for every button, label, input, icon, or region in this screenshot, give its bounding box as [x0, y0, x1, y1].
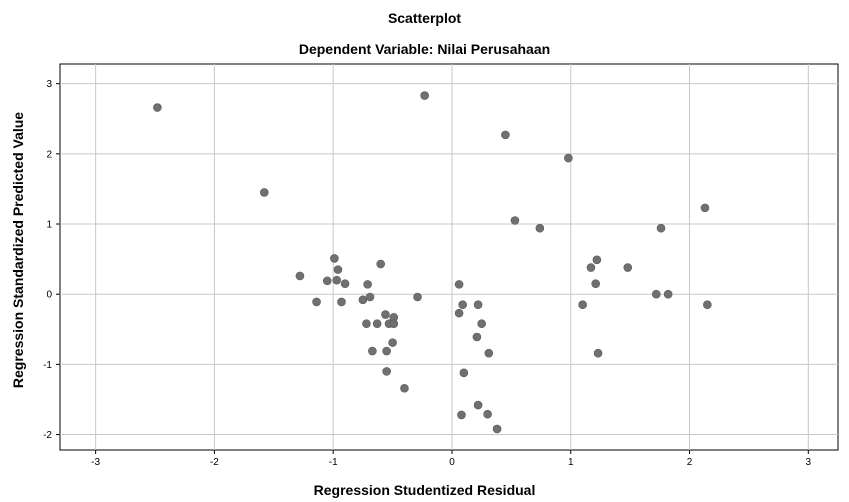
- scatter-point: [381, 310, 390, 319]
- x-tick-label: -1: [329, 457, 338, 468]
- x-tick-label: -3: [91, 457, 100, 468]
- scatter-point: [382, 346, 391, 356]
- scatter-point: [651, 289, 661, 299]
- scatter-point: [312, 297, 321, 307]
- scatter-point: [473, 400, 483, 410]
- scatter-point: [510, 216, 520, 225]
- scatter-point: [591, 279, 600, 288]
- scatter-point: [472, 332, 482, 342]
- scatter-point: [333, 265, 343, 274]
- scatter-point: [700, 203, 710, 213]
- data-points: [153, 91, 712, 434]
- scatter-point: [535, 223, 545, 233]
- scatter-point: [259, 188, 269, 197]
- scatter-point: [454, 280, 464, 289]
- scatter-point: [295, 271, 305, 281]
- scatter-point: [368, 346, 377, 356]
- scatter-point: [663, 289, 673, 299]
- scatter-point: [586, 263, 596, 272]
- scatter-point: [330, 254, 339, 263]
- scatter-point: [458, 300, 467, 310]
- chart-title: Scatterplot: [387, 10, 462, 26]
- scatter-point: [593, 348, 603, 358]
- scatter-point: [388, 338, 397, 347]
- x-tick-label: 3: [806, 457, 812, 468]
- x-tick-label: -2: [210, 457, 219, 468]
- scatter-point: [413, 292, 422, 302]
- scatter-point: [459, 368, 469, 378]
- scatter-point: [376, 259, 386, 269]
- x-tick-label: 1: [568, 457, 574, 468]
- x-axis-label: Regression Studentized Residual: [313, 482, 536, 498]
- scatter-point: [484, 348, 494, 358]
- x-tick-label: 0: [449, 457, 455, 468]
- scatter-point: [492, 424, 502, 434]
- scatter-point: [362, 319, 371, 328]
- scatter-point: [365, 292, 375, 302]
- scatter-point: [363, 280, 372, 289]
- scatter-point: [337, 297, 346, 307]
- scatter-point: [703, 300, 712, 310]
- y-tick-label: 3: [46, 79, 52, 90]
- scatter-point: [477, 319, 486, 328]
- scatter-point: [400, 383, 409, 393]
- y-tick-label: -1: [43, 360, 52, 371]
- scatter-point: [420, 91, 429, 100]
- scatter-point: [483, 409, 492, 419]
- y-tick-label: 2: [46, 149, 52, 160]
- scatter-point: [322, 276, 332, 286]
- tick-labels: -3 -2 -1 0 1 2 3 -2 -1 0 1 2 3: [43, 79, 811, 468]
- scatter-point: [153, 103, 162, 112]
- x-tick-label: 2: [687, 457, 693, 468]
- scatter-point: [564, 153, 573, 163]
- scatter-point: [454, 308, 464, 318]
- scatter-point: [501, 130, 510, 140]
- grid-lines: [60, 64, 838, 450]
- plot-frame: [59, 63, 839, 451]
- scatter-point: [623, 263, 633, 272]
- y-tick-label: 1: [46, 220, 52, 231]
- y-tick-label: -2: [43, 430, 52, 441]
- scatter-point: [592, 255, 602, 265]
- scatter-point: [457, 410, 466, 420]
- scatter-point: [578, 300, 587, 310]
- scatter-point: [372, 319, 382, 328]
- scatter-point: [358, 295, 368, 305]
- scatter-point: [389, 319, 399, 328]
- scatter-point: [473, 300, 483, 310]
- y-tick-label: 0: [46, 290, 52, 301]
- chart-subtitle: Dependent Variable: Nilai Perusahaan: [298, 41, 551, 57]
- scatter-point: [382, 367, 391, 376]
- scatter-point: [340, 279, 350, 288]
- scatter-point: [332, 275, 342, 285]
- scatter-point: [656, 223, 666, 233]
